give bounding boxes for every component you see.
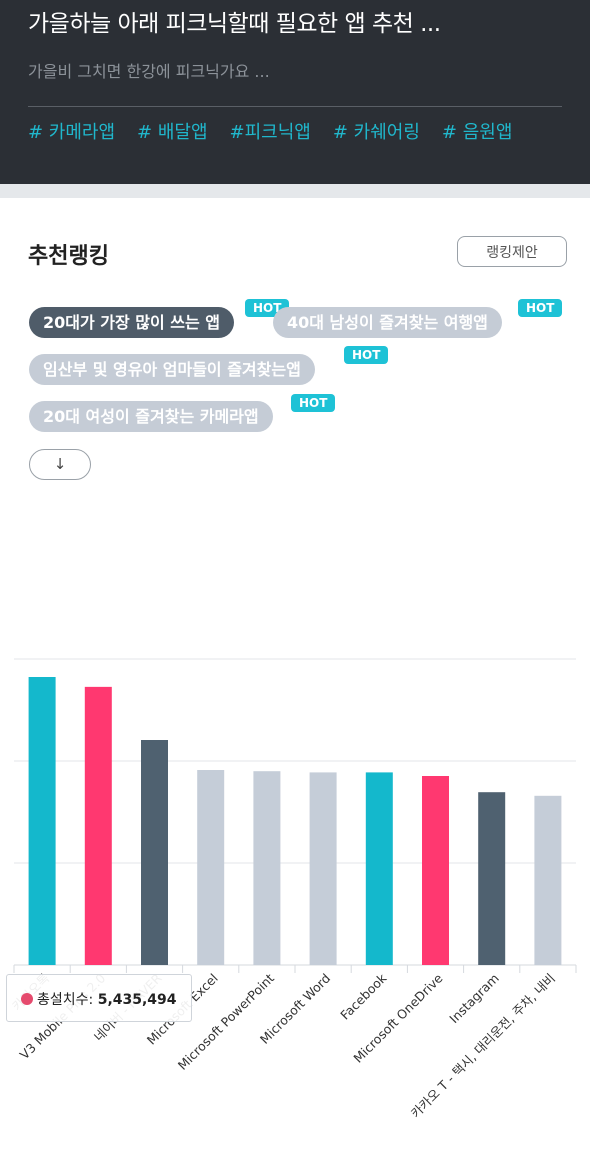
hashtag-list: # 카메라앱 # 배달앱 #피크닉앱 # 카쉐어링 # 음원앱 bbox=[28, 118, 512, 144]
tooltip-label: 총설치수 bbox=[37, 992, 89, 1008]
hashtag-camera[interactable]: # 카메라앱 bbox=[28, 122, 116, 143]
hot-badge: HOT bbox=[291, 394, 336, 412]
tooltip-value: 5,435,494 bbox=[97, 992, 177, 1008]
bar bbox=[28, 677, 56, 965]
tooltip-series-dot bbox=[21, 993, 33, 1005]
section-separator bbox=[0, 184, 590, 198]
bar bbox=[309, 772, 337, 965]
ranking-title: 추천랭킹 bbox=[28, 244, 109, 269]
bar bbox=[253, 771, 281, 965]
install-count-bar-chart: 카카오톡V3 Mobile Plus 2.0네이버 - NAVERMicroso… bbox=[9, 658, 577, 1121]
bar bbox=[84, 686, 112, 965]
arrow-down-icon: ↓ bbox=[53, 455, 67, 473]
x-tick-label: Facebook bbox=[337, 970, 390, 1023]
hero-title[interactable]: 가을하늘 아래 피크닉할때 필요한 앱 추천 ... bbox=[28, 11, 441, 37]
ranking-chip-moms[interactable]: 임산부 및 영유아 엄마들이 즐겨찾는앱 bbox=[29, 354, 315, 385]
expand-chips-button[interactable]: ↓ bbox=[29, 449, 91, 480]
hashtag-music[interactable]: # 음원앱 bbox=[441, 122, 513, 143]
hot-badge: HOT bbox=[518, 299, 563, 317]
hashtag-delivery[interactable]: # 배달앱 bbox=[137, 122, 208, 143]
hashtag-carsharing[interactable]: # 카쉐어링 bbox=[332, 122, 420, 143]
x-tick-label: Instagram bbox=[446, 971, 502, 1027]
hot-badge: HOT bbox=[344, 346, 389, 364]
chart-tooltip: 총설치수: 5,435,494 bbox=[6, 974, 192, 1022]
ranking-chip-20s[interactable]: 20대가 가장 많이 쓰는 앱 bbox=[29, 307, 235, 338]
ranking-chip-40s-travel[interactable]: 40대 남성이 즐겨찾는 여행앱 bbox=[273, 307, 502, 338]
bar bbox=[534, 795, 562, 965]
bar bbox=[141, 740, 168, 965]
bar bbox=[197, 770, 225, 965]
ranking-chip-20s-camera[interactable]: 20대 여성이 즐겨찾는 카메라앱 bbox=[29, 401, 273, 432]
bar bbox=[478, 792, 506, 965]
hashtag-picnic[interactable]: #피크닉앱 bbox=[229, 122, 311, 143]
hero-divider bbox=[28, 106, 562, 107]
bar bbox=[422, 776, 449, 965]
hero-subtitle: 가을비 그치면 한강에 피크닉가요 ... bbox=[28, 62, 270, 81]
hero-banner: 가을하늘 아래 피크닉할때 필요한 앱 추천 ... 가을비 그치면 한강에 피… bbox=[0, 0, 590, 184]
bar bbox=[365, 772, 393, 965]
suggest-ranking-button[interactable]: 랭킹제안 bbox=[457, 236, 567, 267]
